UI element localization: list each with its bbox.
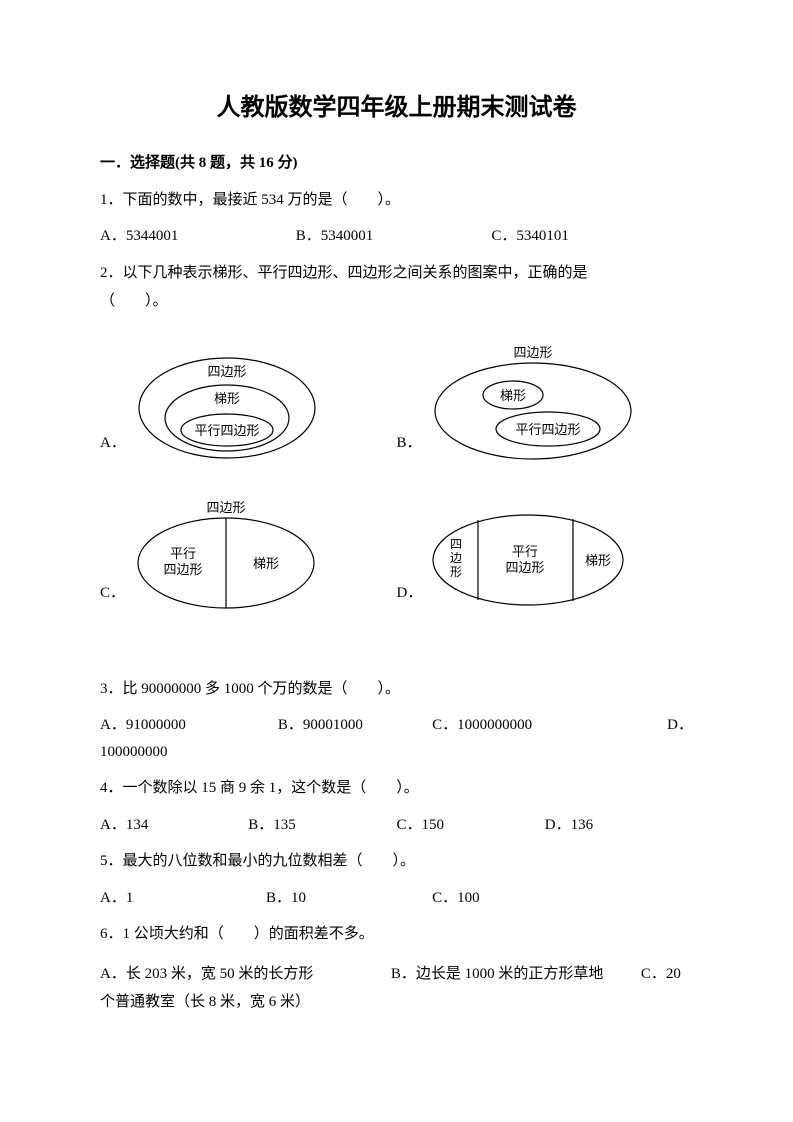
label-trap: 梯形 xyxy=(585,553,611,568)
svg-text:四: 四 xyxy=(450,537,462,551)
q2-text-line1: 2．以下几种表示梯形、平行四边形、四边形之间关系的图案中，正确的是 xyxy=(100,262,693,285)
q4-opt-c: C．150 xyxy=(397,814,545,837)
q2-text-line2: （ ）。 xyxy=(100,290,693,313)
q2-label-d: D． xyxy=(397,582,423,613)
q3-options: A．91000000 B．90001000 C．1000000000 D． xyxy=(100,714,693,737)
q2-diagram-c: C． 四边形 平行 四边形 梯形 xyxy=(100,498,397,613)
q4-text: 4．一个数除以 15 商 9 余 1，这个数是（ ）。 xyxy=(100,777,693,800)
q3-opt-b: B．90001000 xyxy=(278,714,432,737)
label-trap: 梯形 xyxy=(500,388,526,403)
q1-opt-c: C．5340101 xyxy=(491,225,687,248)
q3-opt-c: C．1000000000 xyxy=(432,714,610,737)
q5-opt-b: B．10 xyxy=(266,887,432,910)
q3-text: 3．比 90000000 多 1000 个万的数是（ ）。 xyxy=(100,678,693,701)
svg-text:四边形: 四边形 xyxy=(506,560,545,575)
q5-options: A．1 B．10 C．100 xyxy=(100,887,693,910)
q2-diagram-a: A． 四边形 梯形 平行四边形 xyxy=(100,343,397,463)
q4-options: A．134 B．135 C．150 D．136 xyxy=(100,814,693,837)
q2-diagram-b: B． 四边形 梯形 平行四边形 xyxy=(397,343,694,463)
q1-text: 1．下面的数中，最接近 534 万的是（ ）。 xyxy=(100,189,693,212)
q4-opt-b: B．135 xyxy=(248,814,396,837)
svg-text:平行: 平行 xyxy=(512,544,538,559)
q1-options: A．5344001 B．5340001 C．5340101 xyxy=(100,225,693,248)
q1-opt-a: A．5344001 xyxy=(100,225,296,248)
q1-opt-b: B．5340001 xyxy=(296,225,492,248)
venn-diagram-b-icon: 四边形 梯形 平行四边形 xyxy=(428,343,638,463)
exam-page: 人教版数学四年级上册期末测试卷 一．选择题(共 8 题，共 16 分) 1．下面… xyxy=(0,0,793,1122)
venn-diagram-c-icon: 四边形 平行 四边形 梯形 xyxy=(131,498,321,613)
q2-label-c: C． xyxy=(100,582,125,613)
q6-text: 6．1 公顷大约和（ ）的面积差不多。 xyxy=(100,923,693,946)
svg-text:边: 边 xyxy=(450,551,462,565)
label-quad: 四边形 xyxy=(207,364,246,379)
label-para-l2: 四边形 xyxy=(164,562,203,577)
q6-opt-a: A．长 203 米，宽 50 米的长方形 xyxy=(100,966,313,982)
venn-diagram-a-icon: 四边形 梯形 平行四边形 xyxy=(132,348,322,463)
q2-label-b: B． xyxy=(397,432,422,463)
q4-opt-d: D．136 xyxy=(545,814,693,837)
q5-text: 5．最大的八位数和最小的九位数相差（ ）。 xyxy=(100,850,693,873)
section-header: 一．选择题(共 8 题，共 16 分) xyxy=(100,152,693,175)
svg-text:形: 形 xyxy=(450,565,462,579)
q5-opt-a: A．1 xyxy=(100,887,266,910)
label-para-l1: 平行 xyxy=(170,546,196,561)
label-trap: 梯形 xyxy=(253,556,279,571)
q6-options: A．长 203 米，宽 50 米的长方形 B．边长是 1000 米的正方形草地 … xyxy=(100,960,693,1017)
label-para: 平行四边形 xyxy=(194,423,259,438)
label-quad: 四边形 xyxy=(207,500,246,515)
q3-opt-a: A．91000000 xyxy=(100,714,278,737)
q2-diagrams: A． 四边形 梯形 平行四边形 B． 四边形 梯形 平行四边形 xyxy=(100,343,693,648)
q2-label-a: A． xyxy=(100,432,126,463)
q5-opt-c: C．100 xyxy=(432,887,598,910)
q6-opt-b: B．边长是 1000 米的正方形草地 xyxy=(391,966,604,982)
label-trap: 梯形 xyxy=(214,391,240,406)
q2-diagram-d: D． 四 边 形 平行 四边形 梯形 xyxy=(397,498,694,613)
q4-opt-a: A．134 xyxy=(100,814,248,837)
venn-diagram-d-icon: 四 边 形 平行 四边形 梯形 xyxy=(428,508,628,613)
label-quad: 四边形 xyxy=(513,345,552,360)
label-para: 平行四边形 xyxy=(515,422,580,437)
q3-opt-d-value: 100000000 xyxy=(100,741,693,764)
page-title: 人教版数学四年级上册期末测试卷 xyxy=(100,90,693,126)
q3-opt-d: D． xyxy=(610,714,693,737)
